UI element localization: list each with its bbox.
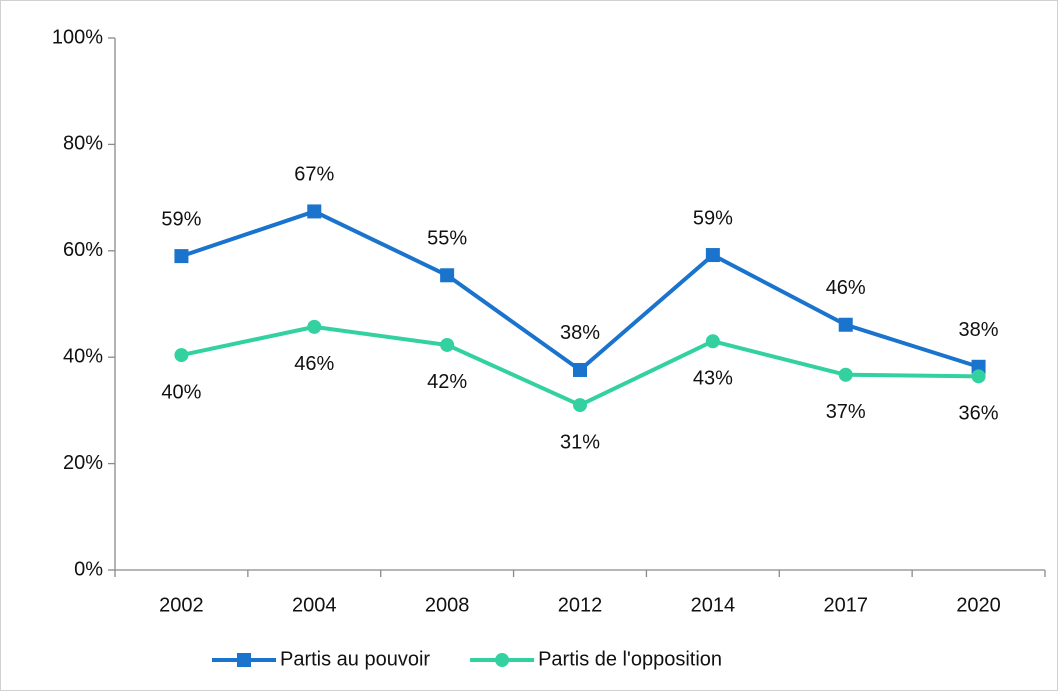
data-label: 38% (959, 319, 999, 341)
x-tick-label: 2012 (558, 594, 603, 616)
data-label: 59% (693, 207, 733, 229)
legend-marker (237, 653, 251, 667)
legend-label: Partis de l'opposition (538, 648, 722, 670)
data-label: 46% (826, 277, 866, 299)
data-point (307, 204, 322, 219)
y-tick-label: 20% (63, 452, 103, 474)
data-point (705, 248, 720, 263)
data-point (838, 317, 853, 332)
data-point (440, 337, 455, 352)
y-tick-label: 100% (52, 26, 103, 48)
data-point (174, 249, 189, 264)
x-tick-label: 2014 (691, 594, 736, 616)
data-label: 55% (427, 228, 467, 250)
y-tick-label: 60% (63, 239, 103, 261)
data-point (174, 348, 189, 363)
data-point (971, 359, 986, 374)
legend-marker (495, 653, 510, 667)
data-point (307, 319, 322, 334)
data-label: 59% (161, 208, 201, 230)
data-label: 43% (693, 368, 733, 390)
x-tick-label: 2002 (159, 594, 204, 616)
x-tick-label: 2020 (956, 594, 1001, 616)
y-tick-label: 80% (63, 133, 103, 155)
data-label: 36% (959, 403, 999, 425)
data-point (573, 398, 587, 413)
data-point (440, 268, 455, 283)
data-label: 38% (560, 322, 600, 344)
legend-label: Partis au pouvoir (280, 648, 430, 670)
data-point (705, 334, 720, 349)
x-tick-label: 2008 (425, 594, 470, 616)
data-point (838, 367, 853, 382)
data-label: 46% (294, 353, 334, 375)
data-label: 37% (826, 401, 866, 423)
data-point (573, 362, 587, 377)
data-label: 67% (294, 164, 334, 186)
data-point (971, 369, 986, 384)
x-tick-label: 2017 (823, 594, 868, 616)
data-label: 31% (560, 431, 600, 453)
x-tick-label: 2004 (292, 594, 337, 616)
data-label: 42% (427, 371, 467, 393)
data-label: 40% (161, 381, 201, 403)
y-tick-label: 0% (74, 558, 103, 580)
y-tick-label: 40% (63, 345, 103, 367)
